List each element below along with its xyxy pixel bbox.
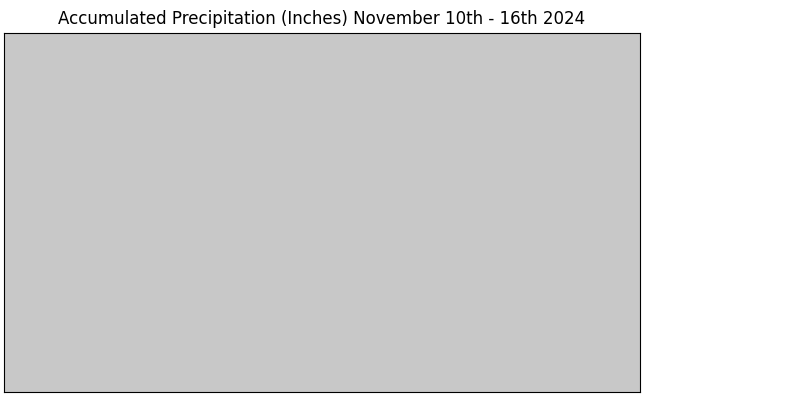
Title: Accumulated Precipitation (Inches) November 10th - 16th 2024: Accumulated Precipitation (Inches) Novem… (58, 10, 586, 28)
